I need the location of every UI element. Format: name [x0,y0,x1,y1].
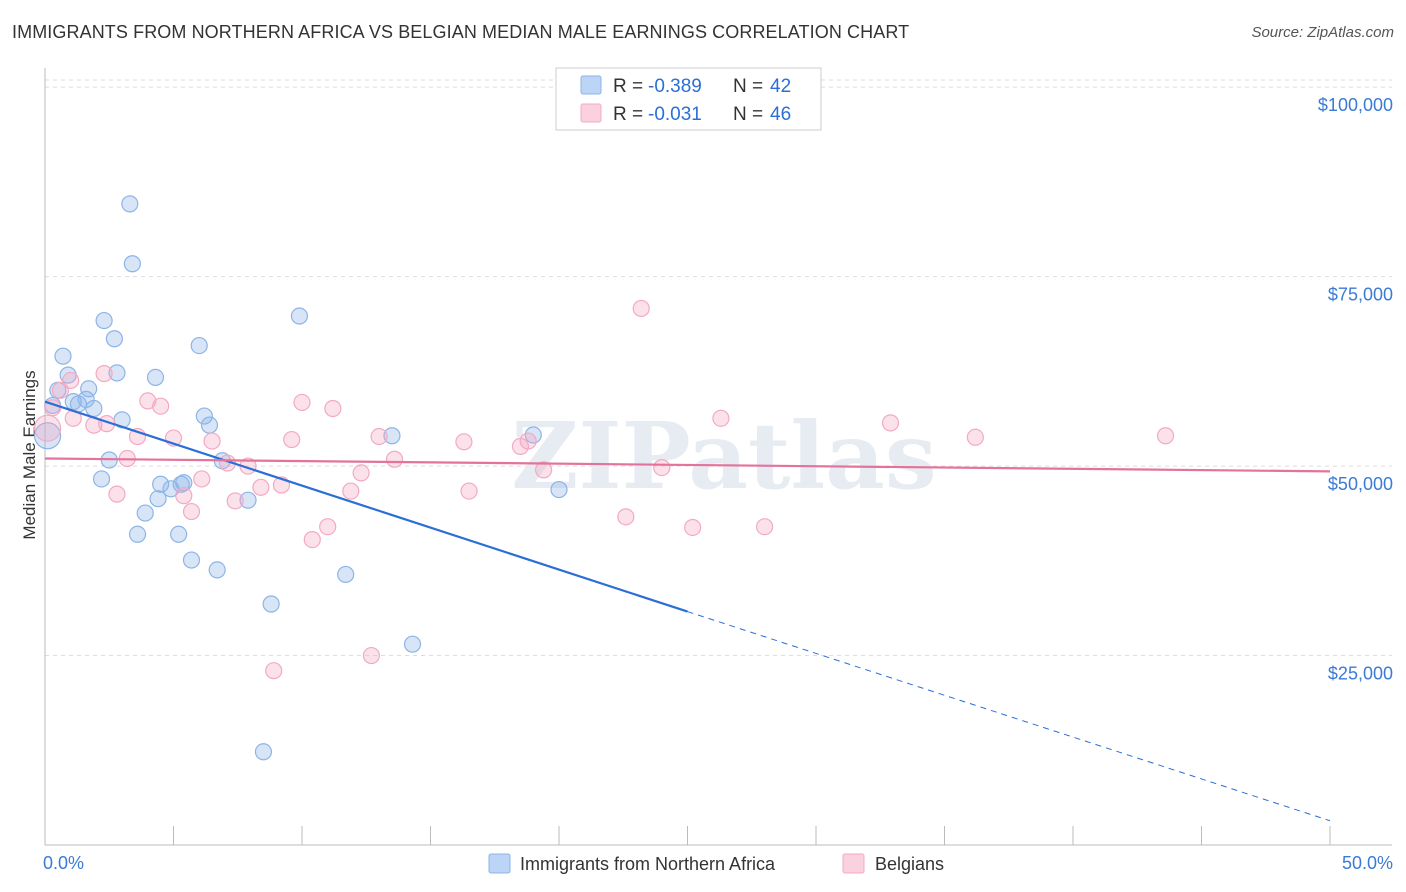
point-belgians [293,393,311,412]
point-northern-africa [337,565,355,584]
point-northern-africa [105,330,123,348]
point-belgians [303,530,321,549]
point-belgians [342,482,360,500]
point-northern-africa [92,470,111,488]
point-northern-africa [208,561,226,579]
point-belgians [203,432,221,450]
point-northern-africa [403,635,422,653]
legend-r-value-2: -0.031 [648,104,702,125]
point-belgians [193,470,211,488]
point-belgians [95,365,113,383]
legend-n-label-1: N = [733,76,763,97]
point-belgians [519,432,537,450]
y-tick-label: $75,000 [1328,285,1393,305]
point-northern-africa [175,474,193,492]
legend-swatch-pink [580,103,602,123]
point-northern-africa [85,399,103,418]
legend-n-value-2: 46 [770,104,791,125]
point-northern-africa [383,427,401,445]
point-northern-africa [195,407,213,425]
point-belgians [632,299,650,318]
point-belgians [62,371,80,390]
chart-title: IMMIGRANTS FROM NORTHERN AFRICA VS BELGI… [12,22,910,42]
point-belgians [108,485,126,503]
trend-line-belgians [44,457,1331,473]
point-northern-africa [33,422,62,450]
y-tick-label: $25,000 [1328,664,1393,684]
point-northern-africa [152,475,170,493]
point-belgians [966,428,984,446]
series-legend: Immigrants from Northern Africa Belgians [488,853,944,874]
point-belgians [370,427,388,446]
axes: $25,000 $50,000 $75,000 $100,000 0.0% 50.0% [43,68,1393,873]
point-northern-africa [80,380,98,398]
legend-n-label-2: N = [733,104,763,125]
watermark: ZIPatlas [511,402,936,510]
point-belgians [455,433,473,451]
point-belgians [534,461,553,479]
legend-r-label-2: R = [613,104,643,125]
series-legend-swatch-blue [488,853,511,874]
legend-r-label-1: R = [613,76,643,97]
y-tick-label: $50,000 [1328,474,1393,494]
point-belgians [352,464,370,482]
trend-line-northern-africa-extension [687,611,1331,822]
point-northern-africa [254,743,273,761]
point-belgians [653,458,671,477]
point-belgians [755,518,774,536]
trend-lines [44,400,1331,822]
point-belgians [175,487,193,505]
series-legend-label-pink: Belgians [875,854,944,874]
point-belgians [324,399,342,418]
point-northern-africa [149,490,167,508]
stats-legend: R = -0.389 N = 42 R = -0.031 N = 46 [555,67,822,131]
point-northern-africa [239,491,257,509]
point-belgians [283,430,301,449]
grid-lines [45,79,1392,657]
legend-r-value-1: -0.389 [648,76,702,97]
point-northern-africa [290,307,309,325]
point-belgians [684,518,702,537]
point-northern-africa [200,416,219,434]
point-belgians [252,478,270,496]
point-northern-africa [182,551,201,569]
point-northern-africa [108,364,126,382]
point-belgians [226,492,244,510]
point-belgians [319,518,337,536]
point-northern-africa [123,255,141,273]
point-northern-africa [262,595,280,613]
legend-swatch-blue [580,75,602,95]
x-tick-label: 50.0% [1342,853,1393,873]
point-belgians [152,397,170,415]
y-tick-label: $100,000 [1318,95,1393,115]
point-northern-africa [550,480,568,499]
point-belgians [139,392,157,410]
series-legend-label-blue: Immigrants from Northern Africa [520,854,776,874]
point-northern-africa [170,525,188,543]
point-northern-africa [190,336,208,355]
point-belgians [1156,427,1175,445]
series-legend-swatch-pink [842,853,865,874]
point-belgians [33,414,62,442]
point-belgians [362,646,380,665]
point-northern-africa [128,525,147,543]
point-northern-africa [121,195,139,213]
point-belgians [385,450,404,468]
x-tick-label: 0.0% [43,853,84,873]
point-belgians [182,502,201,521]
point-northern-africa [136,504,154,522]
point-belgians [617,508,635,526]
chart-source: Source: ZipAtlas.com [1251,24,1394,41]
point-northern-africa [54,347,72,365]
y-axis-label: Median Male Earnings [20,370,39,539]
legend-n-value-1: 42 [770,76,791,97]
point-northern-africa [95,311,113,330]
point-belgians [881,414,900,432]
point-northern-africa [146,368,165,387]
trend-line-northern-africa [44,400,688,613]
point-belgians [265,662,283,680]
point-belgians [460,482,478,500]
point-belgians [712,409,730,427]
